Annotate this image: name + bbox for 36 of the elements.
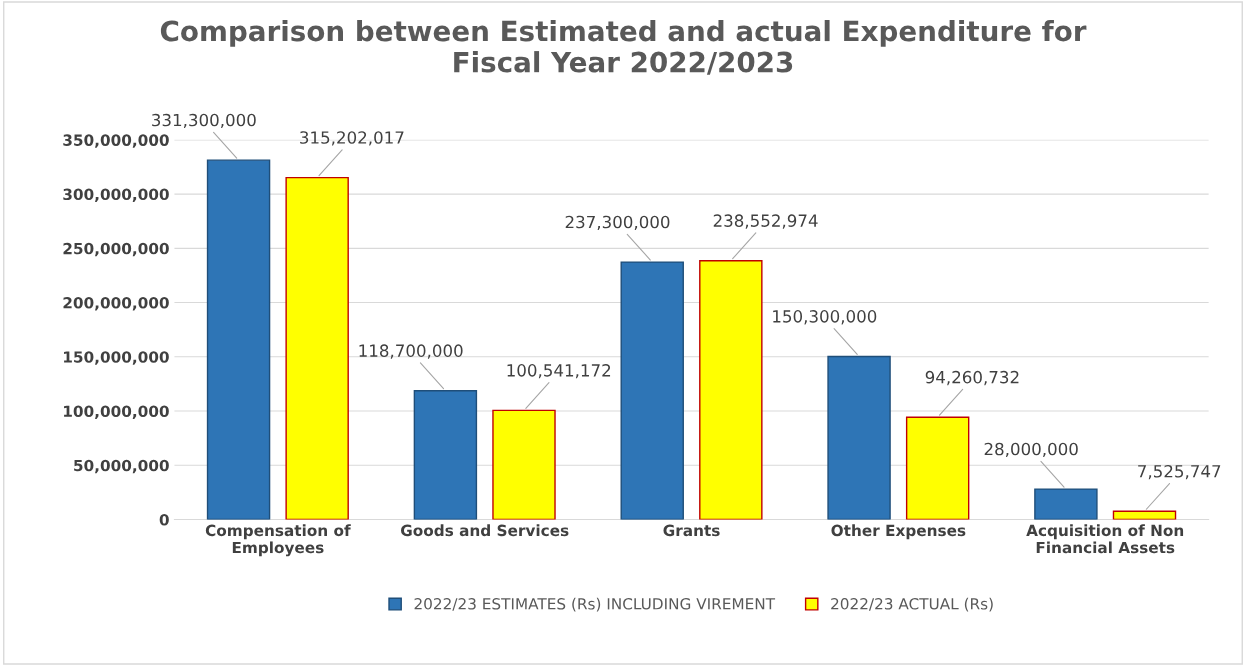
legend-label: 2022/23 ESTIMATES (Rs) INCLUDING VIREMENT <box>414 597 776 612</box>
data-label: 238,552,974 <box>713 214 818 229</box>
data-label: 7,525,747 <box>1138 464 1221 480</box>
y-tick-label: 100,000,000 <box>64 405 169 419</box>
bar <box>206 159 271 520</box>
y-tick-label: 200,000,000 <box>63 297 169 311</box>
x-tick-label: Other Expenses <box>831 524 966 540</box>
bar <box>413 390 478 520</box>
legend-label: 2022/23 ACTUAL (Rs) <box>831 597 993 612</box>
bar <box>620 261 684 520</box>
x-tick-label: Compensation of Employees <box>205 524 351 557</box>
y-tick-label: 350,000,000 <box>63 134 169 148</box>
bar <box>492 409 556 520</box>
data-label: 28,000,000 <box>984 442 1078 458</box>
bar <box>1034 488 1098 520</box>
bar <box>905 416 970 520</box>
data-label: 94,260,732 <box>925 370 1019 386</box>
y-tick-label: 250,000,000 <box>63 242 169 257</box>
x-tick-label: Grants <box>663 524 720 537</box>
data-label: 315,202,017 <box>300 131 404 146</box>
x-tick-label: Goods and Services <box>400 524 569 537</box>
y-tick-label: 50,000,000 <box>74 459 169 474</box>
x-tick-label: Acquisition of Non Financial Assets <box>1026 524 1184 554</box>
data-label: 100,541,172 <box>507 364 611 379</box>
data-label: 237,300,000 <box>565 215 670 231</box>
data-label: 331,300,000 <box>152 113 256 129</box>
bar <box>1112 510 1177 520</box>
y-tick-label: 150,000,000 <box>64 351 169 365</box>
bar <box>285 176 349 520</box>
chart-title: Comparison between Estimated and actual Expenditure for Fiscal Year 2022/2023 <box>160 19 1087 75</box>
bar <box>699 260 763 520</box>
y-tick-label: 0 <box>159 513 169 526</box>
data-label: 118,700,000 <box>359 344 463 359</box>
y-tick-label: 300,000,000 <box>63 188 169 203</box>
bar <box>827 355 891 520</box>
data-label: 150,300,000 <box>773 310 877 325</box>
